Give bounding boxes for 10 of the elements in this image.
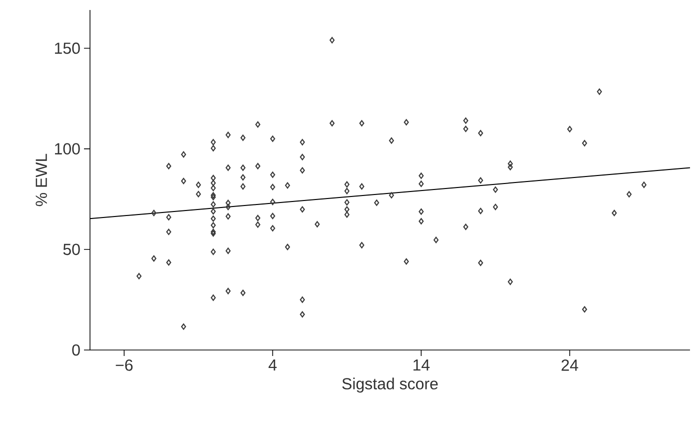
x-axis-title: Sigstad score (342, 378, 438, 393)
x-tick-label: −6 (116, 360, 133, 371)
y-tick-label: 100 (55, 143, 80, 154)
x-tick-label: 14 (414, 360, 430, 371)
x-tick-label: 4 (268, 360, 277, 371)
y-tick-label: 150 (55, 42, 80, 54)
y-axis-title: % EWL (36, 154, 47, 206)
y-tick-label: 50 (63, 244, 80, 256)
x-tick-label: 24 (562, 360, 578, 371)
y-tick-label: 0 (72, 344, 80, 356)
